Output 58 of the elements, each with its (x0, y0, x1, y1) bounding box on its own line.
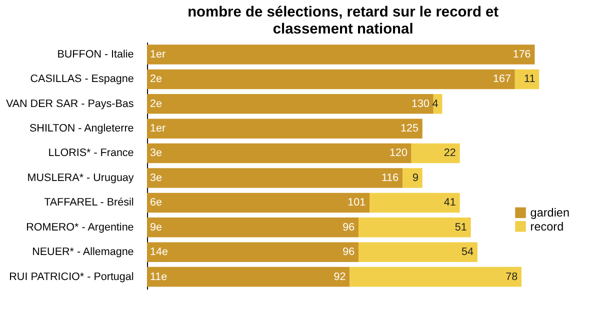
legend-label: gardien (530, 206, 570, 220)
bar (147, 94, 434, 114)
data-label: 78 (506, 270, 518, 283)
bar (147, 118, 422, 138)
bar (147, 69, 515, 90)
annotation: 2e (150, 73, 162, 86)
data-label: 11 (524, 73, 536, 86)
bar (514, 69, 540, 90)
y-tick-label: SHILTON - Angleterre (29, 122, 134, 135)
chart-title: nombre de sélections, retard sur le record et classement national (188, 4, 499, 38)
data-label: 41 (444, 196, 456, 209)
data-label: 125 (400, 122, 418, 135)
data-label: 22 (444, 147, 456, 160)
bar (358, 242, 478, 262)
data-label: 96 (342, 246, 355, 258)
data-label: 51 (454, 221, 467, 234)
data-label: 176 (512, 48, 531, 60)
y-tick-label: LLORIS* - France (48, 147, 134, 160)
bar (411, 143, 460, 164)
y-tick-label: BUFFON - Italie (57, 48, 134, 60)
data-label: 54 (462, 246, 474, 258)
annotation: 9e (150, 221, 162, 234)
annotation: 14e (150, 246, 168, 258)
data-label: 96 (342, 221, 355, 234)
y-tick-label: TAFFAREL - Brésil (44, 196, 134, 209)
annotation: 3e (150, 147, 162, 160)
annotation: 2e (150, 98, 162, 110)
bar (147, 192, 370, 213)
bar (147, 242, 358, 262)
bar (147, 44, 535, 64)
bar (370, 192, 460, 213)
data-label: 116 (381, 172, 399, 184)
y-tick-label: MUSLERA* - Uruguay (27, 172, 134, 184)
data-label: 4 (432, 98, 438, 110)
y-tick-label: CASILLAS - Espagne (30, 73, 134, 86)
annotation: 11e (150, 270, 168, 283)
data-label: 120 (389, 147, 408, 160)
annotation: 1er (150, 48, 166, 60)
y-tick-label: NEUER* - Allemagne (32, 246, 134, 258)
bar (147, 266, 350, 287)
annotation: 1er (150, 122, 166, 135)
y-tick-label: ROMERO* - Argentine (26, 221, 134, 234)
annotation: 3e (150, 172, 162, 184)
data-label: 101 (348, 196, 366, 209)
bar (402, 168, 422, 188)
bar (147, 143, 412, 164)
bar (147, 168, 403, 188)
bar (350, 266, 522, 287)
bar (358, 218, 471, 238)
data-label: 9 (412, 172, 418, 184)
annotation: 6e (150, 196, 162, 209)
y-tick-label: RUI PATRICIO* - Portugal (9, 270, 134, 283)
legend-label: record (530, 220, 564, 234)
data-label: 92 (334, 270, 346, 283)
y-tick-label: VAN DER SAR - Pays-Bas (6, 98, 134, 110)
data-label: 167 (493, 73, 511, 86)
bar (147, 218, 358, 238)
data-label: 130 (412, 98, 430, 110)
